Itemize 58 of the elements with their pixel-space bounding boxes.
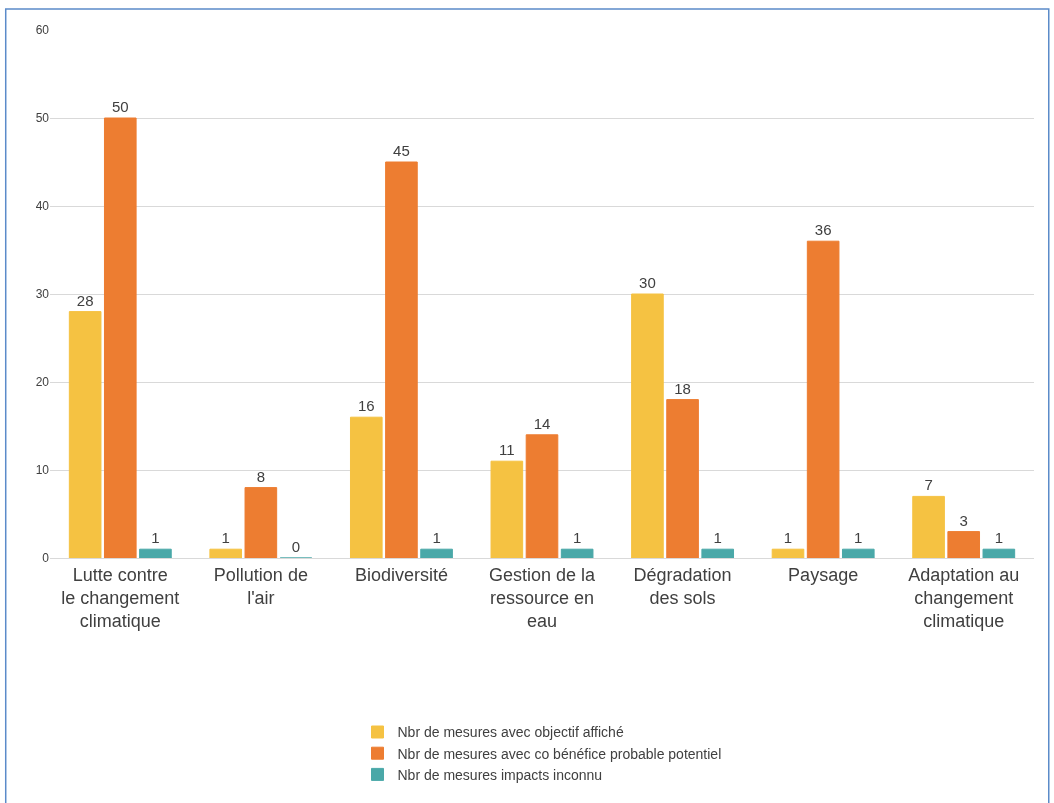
data-label: 11 bbox=[499, 441, 515, 459]
bar bbox=[947, 531, 981, 558]
bar bbox=[560, 548, 594, 558]
data-label: 50 bbox=[111, 98, 129, 115]
legend-label: Nbr de mesures avec co bénéfice probable potentiel bbox=[397, 745, 722, 762]
data-label: 1 bbox=[572, 529, 582, 547]
data-label: 3 bbox=[959, 511, 968, 529]
data-label: 1 bbox=[994, 529, 1004, 547]
bar bbox=[841, 548, 875, 558]
bar bbox=[631, 293, 664, 558]
x-tick-label: Gestion de la ressource en eau bbox=[488, 564, 597, 632]
y-tick-label: 50 bbox=[35, 111, 50, 126]
data-label: 7 bbox=[924, 476, 933, 494]
data-label: 1 bbox=[713, 529, 722, 547]
y-tick-label: 10 bbox=[35, 463, 50, 478]
legend-label: Nbr de mesures avec objectif affiché bbox=[397, 724, 624, 741]
data-label: 8 bbox=[256, 467, 266, 485]
bar bbox=[666, 399, 699, 558]
bar bbox=[209, 548, 243, 558]
bar bbox=[385, 161, 418, 558]
bar bbox=[244, 487, 278, 558]
data-label: 1 bbox=[432, 529, 441, 547]
y-tick-label: 60 bbox=[35, 23, 50, 38]
bar bbox=[912, 495, 945, 558]
x-tick-label: Pollution de l'air bbox=[213, 564, 308, 608]
data-label: 14 bbox=[533, 414, 551, 432]
data-label: 0 bbox=[291, 538, 301, 555]
bar bbox=[490, 460, 524, 558]
x-tick-label: Adaptation au changement climatique bbox=[908, 564, 1020, 632]
bar bbox=[349, 416, 383, 558]
data-label: 36 bbox=[814, 221, 832, 239]
y-tick-label: 40 bbox=[35, 199, 50, 214]
bar bbox=[806, 240, 840, 558]
y-tick-label: 0 bbox=[42, 551, 50, 566]
data-label: 1 bbox=[783, 529, 793, 547]
data-label: 1 bbox=[854, 529, 863, 547]
x-tick-label: Paysage bbox=[788, 564, 859, 585]
data-label: 1 bbox=[221, 529, 230, 547]
y-tick-label: 30 bbox=[35, 287, 50, 302]
bar bbox=[525, 434, 559, 558]
x-tick-label: Dégradation des sols bbox=[633, 564, 732, 608]
bar bbox=[139, 548, 172, 558]
data-label: 30 bbox=[639, 274, 656, 291]
bar bbox=[771, 548, 805, 558]
x-tick-label: Lutte contre le changement climatique bbox=[61, 564, 180, 632]
data-label: 18 bbox=[674, 379, 691, 397]
x-tick-label: Biodiversité bbox=[354, 564, 448, 585]
y-tick-label: 20 bbox=[35, 375, 50, 390]
legend-label: Nbr de mesures impacts inconnu bbox=[397, 766, 603, 783]
bar bbox=[701, 548, 735, 558]
bar bbox=[103, 117, 137, 558]
bar bbox=[420, 548, 453, 558]
data-label: 1 bbox=[151, 529, 160, 547]
bar bbox=[982, 548, 1016, 558]
data-label: 16 bbox=[357, 397, 375, 415]
data-label: 28 bbox=[76, 291, 94, 309]
data-label: 45 bbox=[393, 142, 410, 159]
bar bbox=[68, 311, 102, 558]
